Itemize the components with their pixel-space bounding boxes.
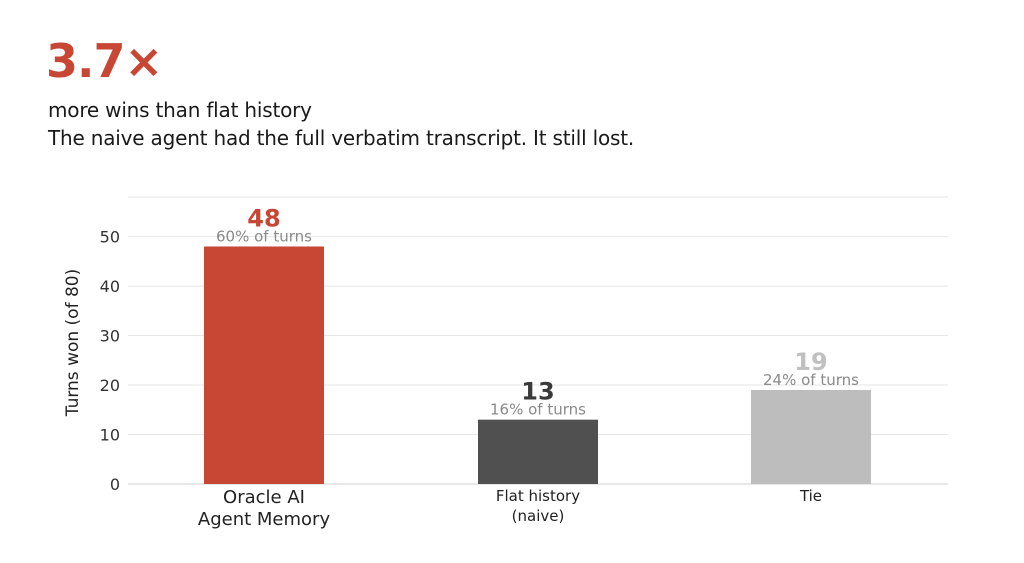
bar-share-label: 16% of turns [490, 401, 586, 419]
category-label: Tie [799, 487, 822, 505]
y-axis-label: Turns won (of 80) [63, 269, 83, 417]
bar-share-label: 24% of turns [763, 371, 859, 389]
bar-value-label: 19 [794, 348, 827, 376]
bar [751, 389, 871, 484]
bar [204, 246, 324, 484]
category-label: Oracle AI [223, 487, 305, 508]
category-label: (naive) [512, 507, 565, 525]
bar-share-label: 60% of turns [216, 227, 312, 245]
headline-stat: 3.7× [46, 34, 163, 88]
bar-value-label: 48 [247, 204, 280, 232]
y-tick-label: 0 [110, 475, 120, 494]
subtitle: more wins than flat history [48, 98, 312, 122]
y-tick-label: 50 [100, 228, 120, 247]
description: The naive agent had the full verbatim tr… [48, 126, 635, 150]
category-label: Agent Memory [198, 509, 331, 530]
y-tick-label: 10 [100, 426, 120, 445]
y-tick-label: 30 [100, 327, 120, 346]
y-tick-label: 20 [100, 376, 120, 395]
bar [478, 419, 598, 484]
bar-value-label: 13 [521, 378, 554, 406]
category-label: Flat history [496, 487, 580, 505]
y-tick-label: 40 [100, 277, 120, 296]
